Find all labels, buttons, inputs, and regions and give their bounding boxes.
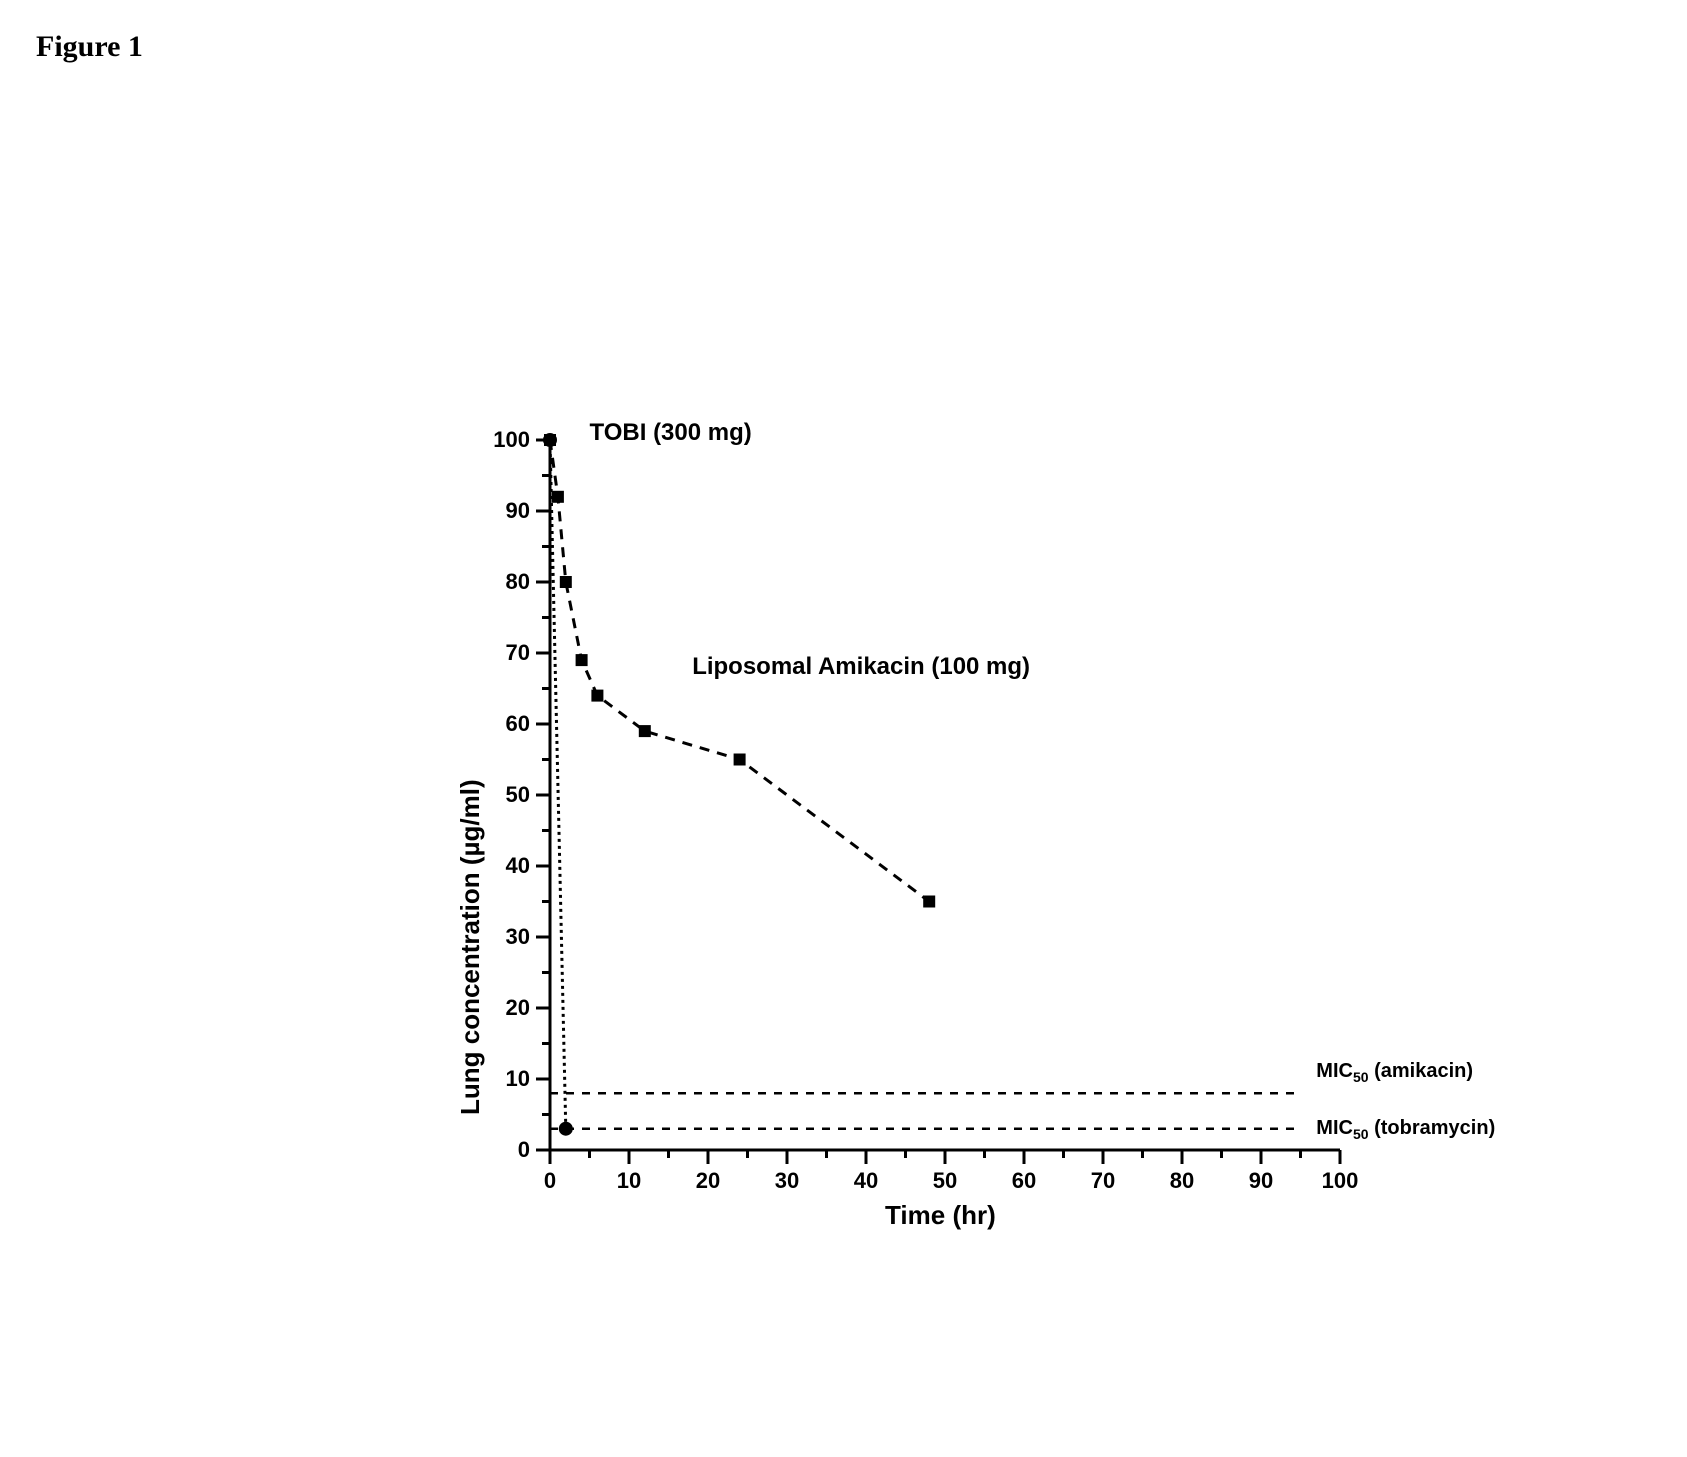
y-tick-label: 90	[506, 498, 530, 524]
figure-title: Figure 1	[36, 30, 143, 64]
x-tick-label: 60	[1004, 1168, 1044, 1194]
x-tick-label: 30	[767, 1168, 807, 1194]
x-axis-label: Time (hr)	[885, 1200, 996, 1231]
x-tick-label: 20	[688, 1168, 728, 1194]
chart-annotation: MIC50 (amikacin)	[1316, 1060, 1473, 1085]
y-tick-label: 100	[493, 427, 530, 453]
y-tick-label: 30	[506, 924, 530, 950]
x-tick-label: 50	[925, 1168, 965, 1194]
chart-annotation: TOBI (300 mg)	[590, 419, 752, 447]
page: { "figure_title": "Figure 1", "figure_ti…	[0, 0, 1687, 1457]
chart-annotation: MIC50 (tobramycin)	[1316, 1117, 1495, 1142]
y-tick-label: 40	[506, 853, 530, 879]
x-tick-label: 10	[609, 1168, 649, 1194]
x-tick-label: 100	[1320, 1168, 1360, 1194]
y-tick-label: 0	[518, 1137, 530, 1163]
x-tick-label: 40	[846, 1168, 886, 1194]
x-tick-label: 80	[1162, 1168, 1202, 1194]
chart-annotation: Liposomal Amikacin (100 mg)	[692, 653, 1030, 681]
y-tick-label: 80	[506, 569, 530, 595]
y-tick-label: 60	[506, 711, 530, 737]
y-tick-label: 20	[506, 995, 530, 1021]
y-axis-label: Lung concentration (µg/ml)	[455, 779, 486, 1115]
x-tick-label: 0	[530, 1168, 570, 1194]
y-tick-label: 50	[506, 782, 530, 808]
y-tick-label: 70	[506, 640, 530, 666]
x-tick-label: 70	[1083, 1168, 1123, 1194]
chart: 0 10 20 30 40 50 60 70 80 90 100 0 10 20 30 40 50 60 70 80 9…	[440, 400, 1380, 1240]
x-tick-label: 90	[1241, 1168, 1281, 1194]
y-tick-label: 10	[506, 1066, 530, 1092]
chart-svg	[440, 400, 1380, 1240]
